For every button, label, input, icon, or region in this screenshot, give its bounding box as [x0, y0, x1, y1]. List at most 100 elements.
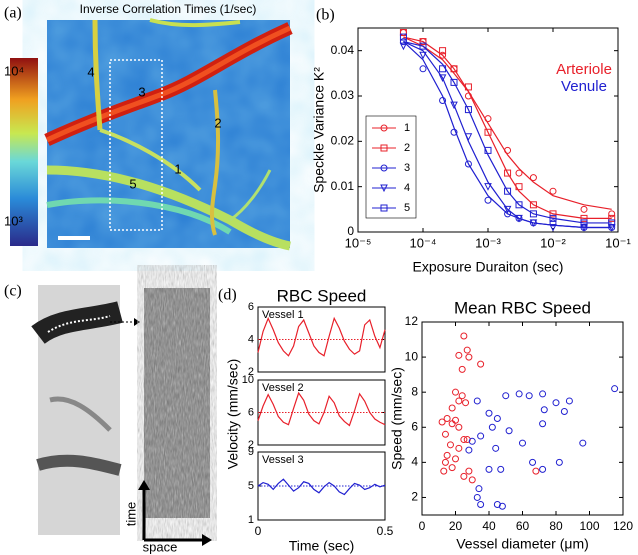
marker — [539, 390, 547, 398]
y-tick-label: 10 — [242, 374, 254, 386]
marker — [380, 184, 388, 193]
vessel-label: 2 — [214, 115, 221, 130]
marker — [515, 214, 523, 223]
fit-line — [403, 41, 612, 229]
vessel-image — [44, 18, 293, 251]
panel-label: (b) — [316, 7, 335, 24]
marker — [455, 397, 463, 405]
marker — [399, 33, 407, 41]
y-tick-label: 4 — [248, 333, 254, 345]
marker — [419, 51, 427, 60]
marker — [484, 146, 492, 154]
marker — [555, 458, 563, 466]
marker — [439, 65, 447, 73]
marker — [450, 65, 458, 73]
marker — [440, 467, 448, 475]
image-title: Inverse Correlation Times (1/sec) — [80, 2, 257, 16]
legend-label: 4 — [404, 182, 410, 194]
chart-title: RBC Speed — [277, 286, 367, 305]
marker — [399, 38, 407, 46]
marker — [380, 164, 388, 172]
x-tick-label: 40 — [482, 519, 496, 533]
marker — [458, 392, 466, 400]
x-tick-label: 0 — [255, 524, 262, 538]
marker — [515, 201, 523, 209]
marker — [380, 204, 388, 212]
marker — [549, 187, 557, 195]
marker — [380, 144, 388, 152]
panel-label: Vessel 1 — [262, 309, 304, 321]
marker — [448, 404, 456, 412]
annotation: Venule — [561, 78, 607, 95]
x-tick-label: 120 — [613, 519, 633, 533]
x-tick-label: 0.5 — [377, 524, 394, 538]
plot-frame — [421, 321, 624, 516]
x-tick-label: 10⁻⁴ — [410, 235, 437, 250]
marker — [540, 406, 548, 414]
marker — [484, 196, 492, 204]
marker — [504, 146, 512, 154]
y-tick-label: 0.02 — [331, 134, 355, 148]
marker — [450, 101, 458, 110]
marker — [611, 385, 619, 393]
marker — [465, 446, 473, 454]
marker — [465, 467, 473, 475]
marker — [438, 74, 447, 82]
x-axis-label: Time (sec) — [289, 538, 355, 554]
marker — [488, 423, 496, 431]
x-tick-label: 80 — [549, 519, 563, 533]
marker — [607, 223, 616, 232]
marker — [484, 128, 492, 136]
colorbar — [10, 58, 38, 246]
y-tick-label: 10 — [405, 349, 419, 363]
marker — [450, 128, 458, 136]
legend-label: 3 — [404, 162, 410, 174]
marker — [529, 219, 538, 228]
marker — [549, 214, 557, 222]
speed-line — [257, 316, 386, 357]
marker — [464, 106, 472, 114]
colorbar-label: 10³ — [4, 213, 23, 228]
y-axis-label: Speed (mm/sec) — [389, 367, 405, 470]
marker — [484, 183, 492, 191]
axis-label: space — [143, 539, 178, 554]
marker — [565, 397, 573, 405]
marker — [443, 415, 451, 422]
marker — [504, 169, 512, 177]
marker — [399, 29, 407, 37]
marker — [505, 427, 513, 435]
fit-line — [403, 41, 612, 224]
y-tick-label: 5 — [248, 480, 254, 492]
marker — [441, 458, 449, 466]
x-tick-label: 10⁻³ — [475, 235, 501, 250]
legend-label: 5 — [404, 202, 410, 214]
marker — [446, 441, 454, 449]
marker — [580, 223, 588, 232]
marker — [497, 465, 505, 473]
vessel-label: 1 — [174, 161, 181, 176]
plot-frame — [357, 27, 619, 233]
panel-label: Vessel 3 — [262, 454, 304, 466]
legend-label: 1 — [404, 122, 410, 134]
y-axis-label: Velocity (mm/sec) — [225, 359, 241, 469]
marker — [465, 353, 473, 361]
marker — [539, 420, 547, 428]
marker — [529, 210, 537, 218]
marker — [484, 115, 492, 123]
marker — [504, 210, 512, 218]
marker — [458, 365, 466, 373]
marker — [462, 399, 470, 407]
x-tick-label: 10⁻² — [540, 235, 566, 250]
y-tick-label: 2 — [411, 490, 418, 504]
y-tick-label: 12 — [405, 314, 419, 328]
marker — [504, 187, 512, 195]
legend-label: 2 — [404, 142, 410, 154]
x-tick-label: 100 — [579, 519, 599, 533]
marker — [380, 124, 388, 132]
marker — [502, 392, 510, 400]
marker — [580, 219, 588, 227]
marker — [549, 223, 557, 232]
marker — [473, 397, 481, 405]
marker — [464, 133, 473, 141]
